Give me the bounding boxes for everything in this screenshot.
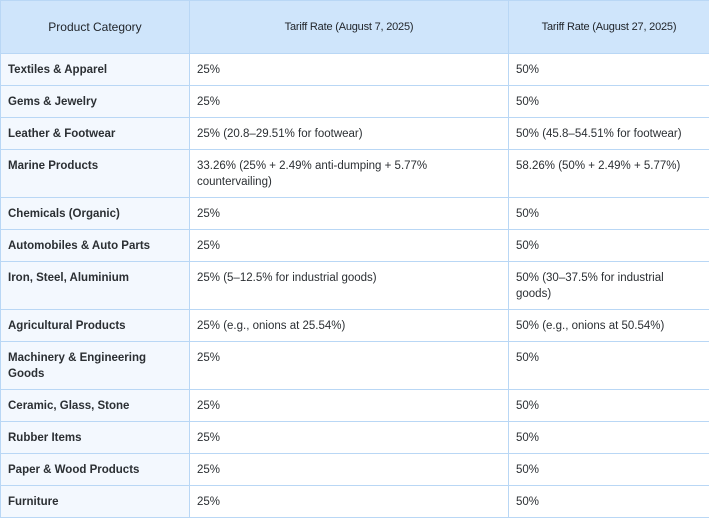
table-row: Rubber Items 25% 50% bbox=[1, 422, 709, 454]
category-cell: Iron, Steel, Aluminium bbox=[1, 262, 190, 310]
aug27-rate-cell: 50% bbox=[509, 422, 709, 454]
table-row: Marine Products 33.26% (25% + 2.49% anti… bbox=[1, 150, 709, 198]
table-row: Paper & Wood Products 25% 50% bbox=[1, 454, 709, 486]
aug7-rate-cell: 25% bbox=[190, 54, 509, 86]
aug7-rate-cell: 25% (e.g., onions at 25.54%) bbox=[190, 310, 509, 342]
aug7-rate-cell: 25% bbox=[190, 198, 509, 230]
category-cell: Machinery & Engineering Goods bbox=[1, 342, 190, 390]
aug27-rate-cell: 50% bbox=[509, 198, 709, 230]
category-cell: Automobiles & Auto Parts bbox=[1, 230, 190, 262]
aug27-rate-cell: 50% (e.g., onions at 50.54%) bbox=[509, 310, 709, 342]
aug7-rate-cell: 25% (5–12.5% for industrial goods) bbox=[190, 262, 509, 310]
header-product-category: Product Category bbox=[1, 1, 190, 54]
aug27-rate-cell: 58.26% (50% + 2.49% + 5.77%) bbox=[509, 150, 709, 198]
table-header-row: Product Category Tariff Rate (August 7, … bbox=[1, 1, 709, 54]
table-row: Chemicals (Organic) 25% 50% bbox=[1, 198, 709, 230]
aug27-rate-cell: 50% bbox=[509, 486, 709, 518]
table-row: Machinery & Engineering Goods 25% 50% bbox=[1, 342, 709, 390]
category-cell: Ceramic, Glass, Stone bbox=[1, 390, 190, 422]
category-cell: Chemicals (Organic) bbox=[1, 198, 190, 230]
table-row: Textiles & Apparel 25% 50% bbox=[1, 54, 709, 86]
table-row: Automobiles & Auto Parts 25% 50% bbox=[1, 230, 709, 262]
aug27-rate-cell: 50% bbox=[509, 230, 709, 262]
category-cell: Agricultural Products bbox=[1, 310, 190, 342]
header-tariff-aug7: Tariff Rate (August 7, 2025) bbox=[190, 1, 509, 54]
category-cell: Leather & Footwear bbox=[1, 118, 190, 150]
header-tariff-aug27: Tariff Rate (August 27, 2025) bbox=[509, 1, 709, 54]
aug27-rate-cell: 50% bbox=[509, 342, 709, 390]
aug7-rate-cell: 25% bbox=[190, 454, 509, 486]
table-row: Iron, Steel, Aluminium 25% (5–12.5% for … bbox=[1, 262, 709, 310]
aug7-rate-cell: 25% bbox=[190, 230, 509, 262]
aug7-rate-cell: 25% bbox=[190, 422, 509, 454]
table-row: Leather & Footwear 25% (20.8–29.51% for … bbox=[1, 118, 709, 150]
category-cell: Rubber Items bbox=[1, 422, 190, 454]
aug7-rate-cell: 25% bbox=[190, 486, 509, 518]
table-row: Agricultural Products 25% (e.g., onions … bbox=[1, 310, 709, 342]
aug27-rate-cell: 50% bbox=[509, 86, 709, 118]
category-cell: Marine Products bbox=[1, 150, 190, 198]
aug7-rate-cell: 33.26% (25% + 2.49% anti-dumping + 5.77%… bbox=[190, 150, 509, 198]
aug27-rate-cell: 50% bbox=[509, 454, 709, 486]
category-cell: Paper & Wood Products bbox=[1, 454, 190, 486]
aug7-rate-cell: 25% bbox=[190, 342, 509, 390]
table-row: Furniture 25% 50% bbox=[1, 486, 709, 518]
category-cell: Furniture bbox=[1, 486, 190, 518]
category-cell: Gems & Jewelry bbox=[1, 86, 190, 118]
aug7-rate-cell: 25% (20.8–29.51% for footwear) bbox=[190, 118, 509, 150]
category-cell: Textiles & Apparel bbox=[1, 54, 190, 86]
aug7-rate-cell: 25% bbox=[190, 86, 509, 118]
table-row: Gems & Jewelry 25% 50% bbox=[1, 86, 709, 118]
aug27-rate-cell: 50% bbox=[509, 390, 709, 422]
table-row: Ceramic, Glass, Stone 25% 50% bbox=[1, 390, 709, 422]
aug7-rate-cell: 25% bbox=[190, 390, 509, 422]
aug27-rate-cell: 50% (30–37.5% for industrial goods) bbox=[509, 262, 709, 310]
aug27-rate-cell: 50% bbox=[509, 54, 709, 86]
aug27-rate-cell: 50% (45.8–54.51% for footwear) bbox=[509, 118, 709, 150]
